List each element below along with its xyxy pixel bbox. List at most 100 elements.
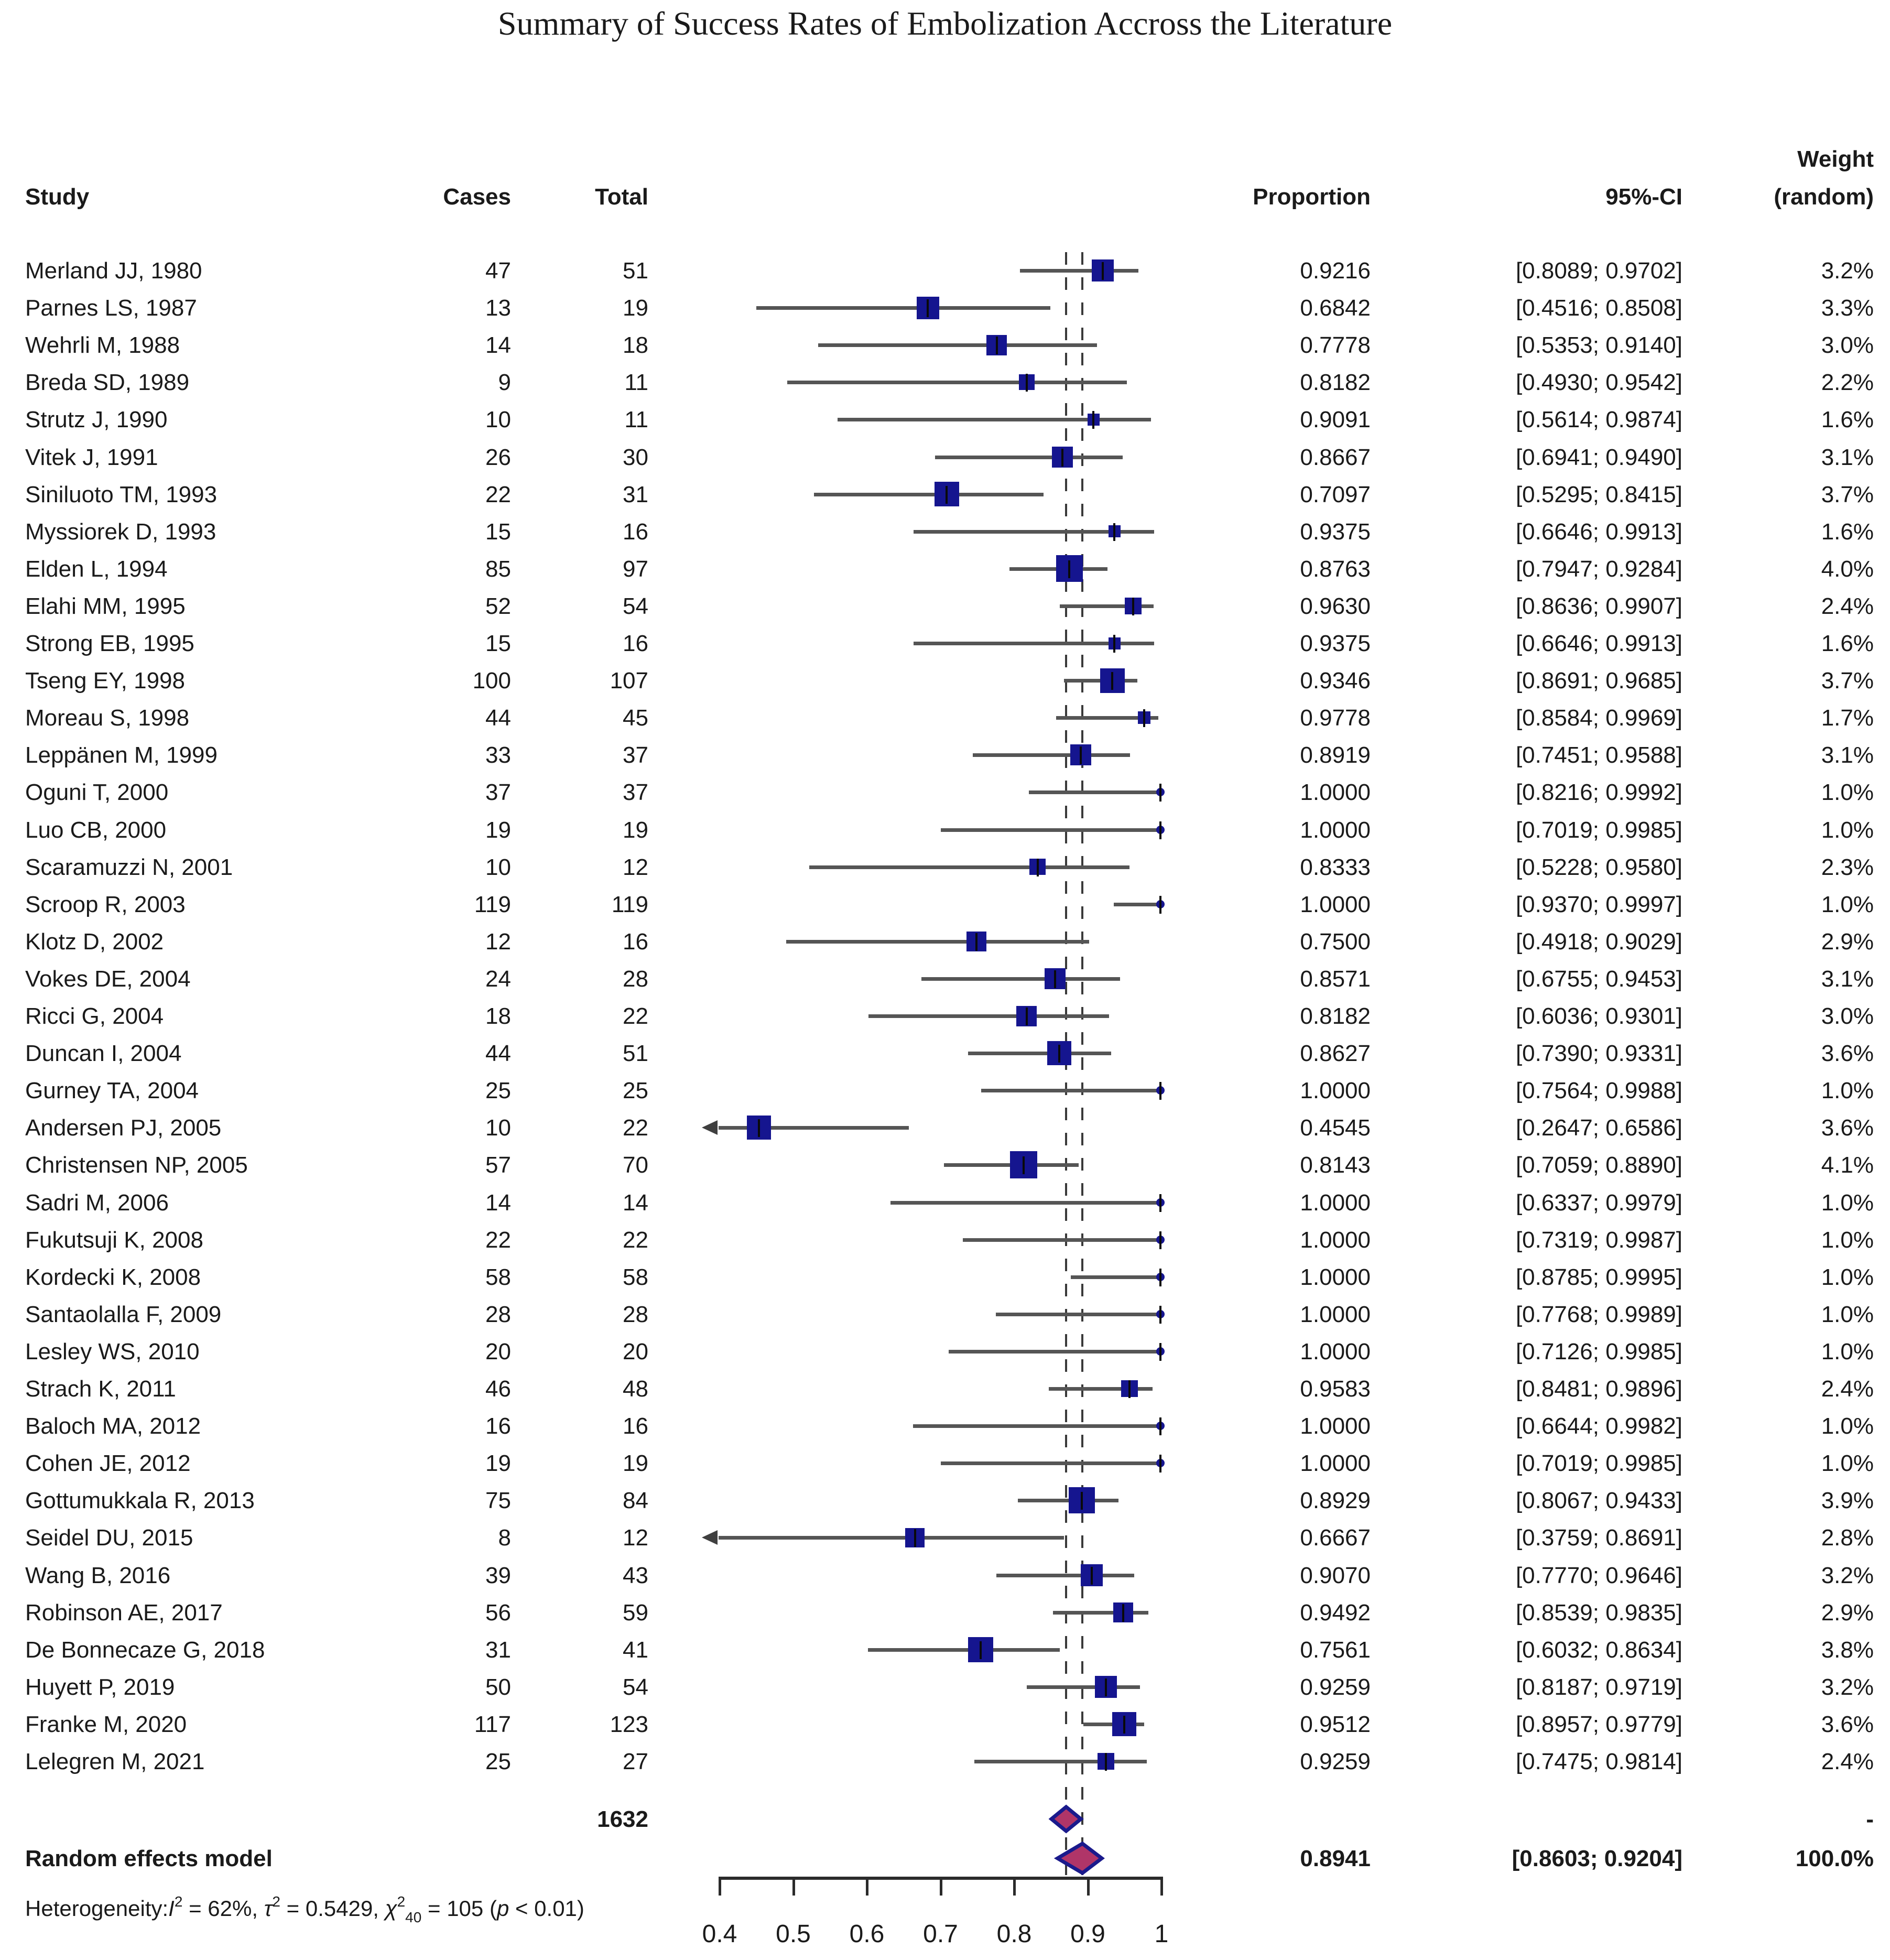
ci-line [890,1200,1160,1205]
weight-value: 2.3% [1821,854,1874,880]
table-row: Christensen NP, 2005 57 70 0.8143 [0.7059; 0… [0,1146,1890,1184]
weight-value: 1.0% [1821,1227,1874,1253]
random-effects-weight: 100.0% [1795,1846,1874,1871]
table-row: Strutz J, 1990 10 11 0.9091 [0.5614; 0.9874]… [0,401,1890,438]
point-estimate-tick [1025,1008,1028,1025]
cases-value: 25 [485,1078,511,1104]
weight-value: 1.0% [1821,1450,1874,1477]
x-axis-tick-label: 0.5 [776,1920,811,1948]
study-label: Leppänen M, 1999 [25,742,218,768]
ci-clipped-left-arrow-icon [702,1120,718,1135]
study-label: Scaramuzzi N, 2001 [25,854,233,880]
weight-value: 3.1% [1821,742,1874,768]
table-row: Wang B, 2016 39 43 0.9070 [0.7770; 0.9646] 3.… [0,1557,1890,1594]
table-row: De Bonnecaze G, 2018 31 41 0.7561 [0.6032; 0… [0,1631,1890,1669]
cases-value: 31 [485,1637,511,1663]
point-estimate-tick [1104,1753,1107,1771]
cases-value: 15 [485,518,511,545]
proportion-value: 0.9375 [1300,631,1371,656]
point-estimate-tick [1159,1455,1161,1473]
ci-value: [0.2647; 0.6586] [1515,1115,1682,1141]
ci-value: [0.7126; 0.9985] [1515,1338,1682,1365]
weight-value: 3.3% [1821,295,1874,321]
table-row: Moreau S, 1998 44 45 0.9778 [0.8584; 0.9969]… [0,699,1890,737]
total-value: 37 [623,742,648,768]
cases-value: 14 [485,332,511,359]
table-row: Cohen JE, 2012 19 19 1.0000 [0.7019; 0.9985]… [0,1445,1890,1482]
ci-line [1056,716,1158,720]
ci-value: [0.7390; 0.9331] [1515,1041,1682,1067]
point-estimate-tick [1111,672,1114,690]
ci-value: [0.5295; 0.8415] [1515,481,1682,507]
table-row: Vokes DE, 2004 24 28 0.8571 [0.6755; 0.9453]… [0,960,1890,998]
study-label: Moreau S, 1998 [25,705,190,731]
total-value: 54 [623,593,648,619]
column-header-weight-line2: (random) [1774,184,1874,210]
table-row: Luo CB, 2000 19 19 1.0000 [0.7019; 0.9985] 1.… [0,811,1890,849]
table-row: Baloch MA, 2012 16 16 1.0000 [0.6644; 0.9982… [0,1407,1890,1445]
proportion-value: 0.9259 [1300,1674,1371,1700]
ci-line [913,1424,1160,1428]
total-value: 51 [623,1041,648,1067]
ci-value: [0.6036; 0.9301] [1515,1003,1682,1029]
point-estimate-tick [1036,858,1039,876]
heterogeneity-note: Heterogeneity:I2 = 62%, τ2 = 0.5429, χ24… [25,1885,584,1925]
proportion-value: 1.0000 [1300,1338,1371,1365]
weight-value: 2.4% [1821,1749,1874,1774]
point-estimate-tick [995,337,998,355]
cases-value: 119 [474,891,511,917]
weight-value: 1.0% [1821,1264,1874,1290]
ci-value: [0.8691; 0.9685] [1515,668,1682,694]
ci-line [868,1014,1109,1018]
point-estimate-tick [1058,1045,1061,1063]
ci-line [974,1760,1147,1763]
weight-value: 3.8% [1821,1637,1874,1663]
ci-value: [0.7319; 0.9987] [1515,1227,1682,1253]
weight-value: 3.7% [1821,481,1874,507]
point-estimate-tick [914,1529,916,1547]
ci-line [1019,269,1139,273]
total-value: 16 [623,928,648,955]
ci-line [837,418,1152,422]
ci-line [809,865,1129,869]
point-estimate-tick [927,299,929,318]
column-header-weight-line1: Weight [1797,146,1874,172]
ci-value: [0.8957; 0.9779] [1515,1711,1682,1737]
study-label: Christensen NP, 2005 [25,1152,248,1178]
pooled-total-diamond [1048,1804,1084,1834]
study-label: Breda SD, 1989 [25,370,190,396]
weight-value: 1.0% [1821,1301,1874,1327]
ci-value: [0.6032; 0.8634] [1515,1637,1682,1663]
proportion-value: 0.9512 [1300,1711,1371,1737]
weight-value: 2.4% [1821,1376,1874,1402]
random-effects-ci: [0.8603; 0.9204] [1512,1846,1682,1871]
ci-line [1114,902,1160,906]
study-label: Ricci G, 2004 [25,1003,164,1029]
cases-value: 52 [485,593,511,619]
table-row: Fukutsuji K, 2008 22 22 1.0000 [0.7319; 0.99… [0,1221,1890,1259]
weight-value: 3.7% [1821,668,1874,694]
proportion-value: 0.7097 [1300,481,1371,507]
weight-value: 3.6% [1821,1711,1874,1737]
ci-value: [0.8481; 0.9896] [1515,1376,1682,1402]
weight-value: 3.9% [1821,1488,1874,1514]
ci-value: [0.8067; 0.9433] [1515,1488,1682,1514]
proportion-value: 0.6842 [1300,295,1371,321]
cases-value: 9 [498,370,511,396]
cases-value: 10 [485,407,511,433]
column-header-proportion: Proportion [1253,184,1371,210]
proportion-value: 0.8919 [1300,742,1371,768]
proportion-value: 0.9091 [1300,407,1371,433]
proportion-value: 0.8667 [1300,444,1371,470]
x-axis-tick-label: 0.9 [1070,1920,1105,1948]
total-value: 48 [623,1376,648,1402]
column-header-cases: Cases [443,184,511,210]
proportion-value: 0.7778 [1300,332,1371,359]
table-row: Elahi MM, 1995 52 54 0.9630 [0.8636; 0.9907]… [0,588,1890,625]
study-label: De Bonnecaze G, 2018 [25,1637,265,1663]
study-label: Robinson AE, 2017 [25,1599,223,1626]
ci-line [941,828,1160,832]
cases-value: 46 [485,1376,511,1402]
random-effects-diamond [1053,1841,1105,1876]
study-label: Klotz D, 2002 [25,928,164,955]
